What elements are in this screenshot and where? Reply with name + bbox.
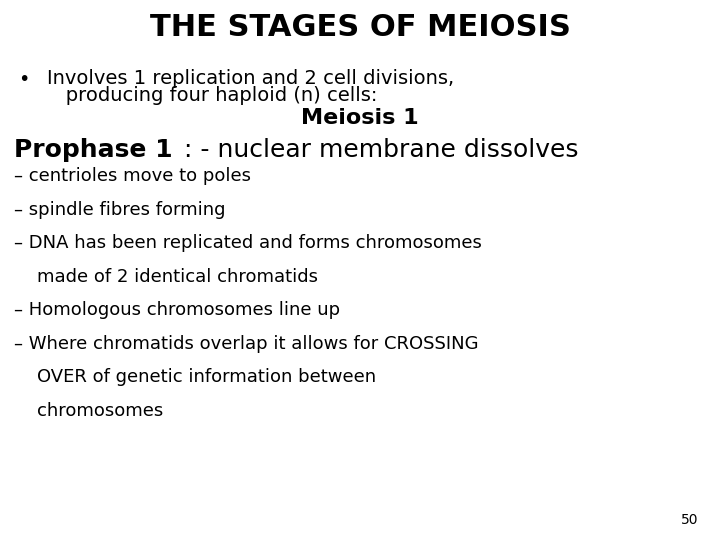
Text: – Where chromatids overlap it allows for CROSSING: – Where chromatids overlap it allows for…	[14, 335, 479, 353]
Text: Involves 1 replication and 2 cell divisions,: Involves 1 replication and 2 cell divisi…	[47, 69, 454, 87]
Text: THE STAGES OF MEIOSIS: THE STAGES OF MEIOSIS	[150, 14, 570, 43]
Text: chromosomes: chromosomes	[14, 402, 163, 420]
Text: Prophase 1: Prophase 1	[14, 138, 173, 161]
Text: made of 2 identical chromatids: made of 2 identical chromatids	[14, 268, 318, 286]
Text: •: •	[18, 70, 30, 89]
Text: – spindle fibres forming: – spindle fibres forming	[14, 201, 226, 219]
Text: Meiosis 1: Meiosis 1	[301, 108, 419, 128]
Text: – Homologous chromosomes line up: – Homologous chromosomes line up	[14, 301, 341, 319]
Text: – centrioles move to poles: – centrioles move to poles	[14, 167, 251, 185]
Text: – DNA has been replicated and forms chromosomes: – DNA has been replicated and forms chro…	[14, 234, 482, 252]
Text: 50: 50	[681, 512, 698, 526]
Text: producing four haploid (n) cells:: producing four haploid (n) cells:	[47, 86, 377, 105]
Text: : - nuclear membrane dissolves: : - nuclear membrane dissolves	[184, 138, 578, 161]
Text: OVER of genetic information between: OVER of genetic information between	[14, 368, 377, 386]
